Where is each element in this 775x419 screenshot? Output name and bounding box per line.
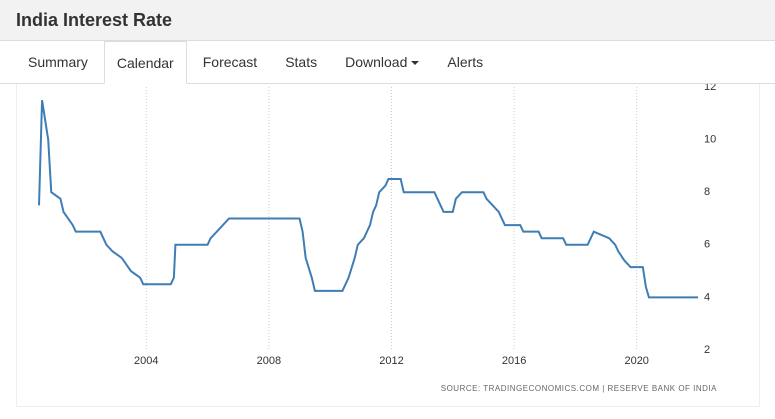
tab-label[interactable]: Forecast [202, 54, 258, 70]
tab[interactable]: Alerts [435, 41, 495, 83]
tab-label[interactable]: Calendar [116, 55, 174, 71]
x-tick-label: 2012 [379, 355, 403, 367]
y-tick-label: 10 [704, 134, 716, 146]
tab-bar: Summary Calendar Forecast Stats Download Aler… [0, 41, 775, 84]
y-tick-label: 6 [704, 239, 710, 251]
dropdown-caret[interactable] [411, 61, 420, 66]
y-tick-label: 2 [704, 344, 710, 356]
tab-label[interactable]: Download [345, 54, 408, 70]
tab[interactable]: Summary [16, 41, 100, 83]
data-line [38, 99, 698, 299]
y-tick-label: 4 [704, 291, 710, 303]
source-note: SOURCE: TRADINGECONOMICS.COM | RESERVE B… [441, 384, 717, 393]
tab[interactable]: Forecast [191, 41, 269, 83]
y-tick-label: 8 [704, 186, 710, 198]
chart: 2 4 6 8 10 12 2004 2008 2012 2016 2020 SOURCE: TRAD… [38, 81, 717, 393]
page-title: India Interest Rate [16, 10, 173, 30]
tab[interactable]: Stats [273, 41, 329, 83]
tab[interactable]: Download [333, 41, 431, 83]
x-tick-label: 2008 [257, 355, 281, 367]
y-tick-label: 12 [704, 84, 716, 93]
tab-label[interactable]: Stats [285, 54, 318, 70]
chart-panel: 2 4 6 8 10 12 2004 2008 2012 2016 2020 SOURCE: TRAD… [16, 81, 760, 407]
page-header: India Interest Rate [0, 0, 775, 41]
tab-label[interactable]: Summary [28, 54, 88, 70]
tab[interactable]: Calendar [103, 41, 187, 84]
x-tick-label: 2016 [502, 355, 526, 367]
x-tick-label: 2020 [624, 355, 648, 367]
x-tick-label: 2004 [134, 355, 158, 367]
tab-label[interactable]: Alerts [447, 54, 484, 70]
